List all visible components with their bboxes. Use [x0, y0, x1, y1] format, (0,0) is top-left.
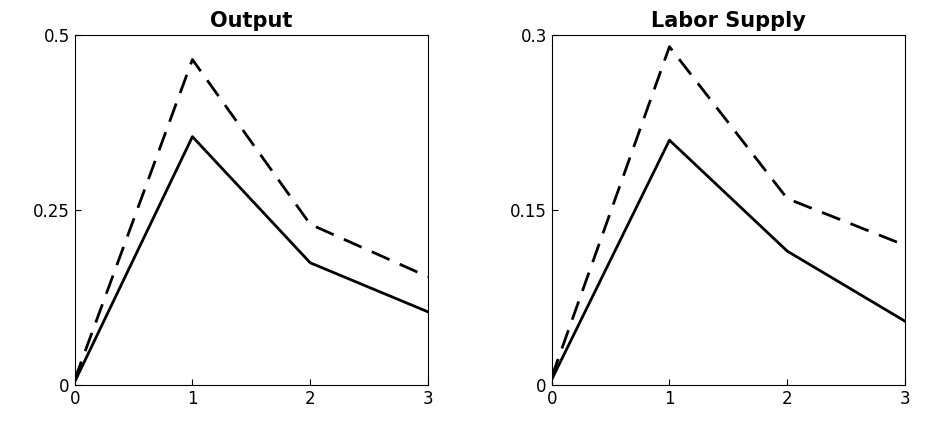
Title: Output: Output — [210, 11, 293, 31]
Title: Labor Supply: Labor Supply — [651, 11, 806, 31]
